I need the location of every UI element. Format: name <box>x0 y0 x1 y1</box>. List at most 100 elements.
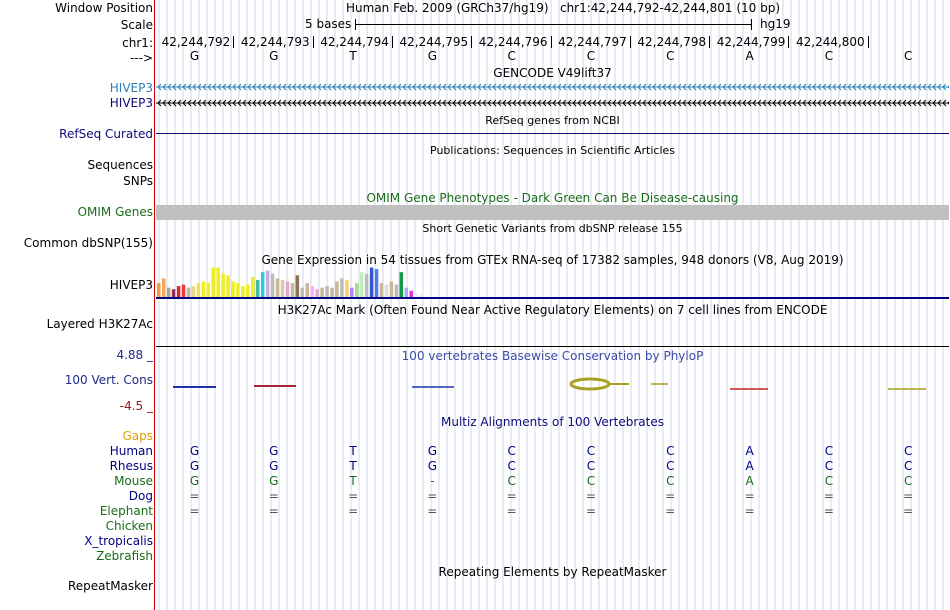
strand-chevron <box>447 99 452 107</box>
label-separator <box>154 0 155 610</box>
scale-bar-right-cap <box>751 19 752 30</box>
strand-chevron <box>267 99 272 107</box>
strand-chevron <box>672 99 677 107</box>
refseq-label[interactable]: RefSeq Curated <box>59 127 153 141</box>
strand-chevron <box>432 83 437 91</box>
strand-chevron <box>217 99 222 107</box>
refseq-hivep3-feature[interactable] <box>156 133 949 134</box>
gencode-hivep3-feature-1[interactable] <box>156 83 949 91</box>
species-label-human[interactable]: Human <box>109 444 153 458</box>
strand-chevron <box>517 83 522 91</box>
strand-chevron <box>917 99 922 107</box>
sequences-label[interactable]: Sequences <box>87 158 153 172</box>
conservation-label[interactable]: 100 Vert. Cons <box>64 373 153 387</box>
omim-label[interactable]: OMIM Genes <box>77 205 153 219</box>
gtex-label[interactable]: HIVEP3 <box>109 278 153 292</box>
strand-chevron <box>582 83 587 91</box>
gtex-tissue-bar <box>404 287 408 297</box>
base-letter: C <box>824 49 834 63</box>
alignment-base: = <box>665 489 676 503</box>
gtex-tissue-bar <box>389 281 394 297</box>
assembly-title: Human Feb. 2009 (GRCh37/hg19) chr1:42,24… <box>346 1 780 15</box>
strand-chevron <box>867 83 872 91</box>
strand-chevron <box>682 83 687 91</box>
coordinate-label: 42,244,793 <box>240 35 310 49</box>
strand-chevron <box>897 99 902 107</box>
strand-chevron <box>297 83 302 91</box>
species-label-x_tropicalis[interactable]: X_tropicalis <box>84 534 153 548</box>
gtex-tissue-bar <box>181 284 186 297</box>
strand-chevron <box>787 99 792 107</box>
species-label-chicken[interactable]: Chicken <box>105 519 153 533</box>
gtex-tissue-bar <box>399 272 404 297</box>
alignment-base: C <box>666 459 675 473</box>
strand-chevron <box>452 99 457 107</box>
dbsnp-label[interactable]: Common dbSNP(155) <box>23 236 153 250</box>
gencode-hivep3-label-2[interactable]: HIVEP3 <box>109 96 153 110</box>
gtex-tissue-bar <box>221 273 225 297</box>
strand-chevron <box>347 83 352 91</box>
strand-chevron <box>417 99 422 107</box>
alignment-base: C <box>666 474 675 488</box>
strand-chevron <box>667 99 672 107</box>
alignment-base: A <box>745 459 754 473</box>
gtex-expression-chart[interactable] <box>156 266 949 300</box>
alignment-base: = <box>903 489 914 503</box>
species-label-mouse[interactable]: Mouse <box>114 474 153 488</box>
strand-chevron <box>257 83 262 91</box>
strand-chevron <box>187 83 192 91</box>
base-letter: G <box>269 49 279 63</box>
strand-chevron <box>332 83 337 91</box>
species-label-elephant[interactable]: Elephant <box>99 504 153 518</box>
gtex-tissue-bar <box>369 267 374 297</box>
gtex-tissue-bar <box>364 273 369 297</box>
base-letter: G <box>427 49 438 63</box>
strand-chevron <box>737 99 742 107</box>
strand-chevron <box>342 83 347 91</box>
strand-chevron <box>292 83 297 91</box>
alignment-base: A <box>745 444 754 458</box>
species-label-rhesus[interactable]: Rhesus <box>109 459 153 473</box>
omim-feature-bar[interactable] <box>156 205 949 220</box>
strand-chevron <box>807 83 812 91</box>
strand-chevron <box>497 99 502 107</box>
species-label-zebrafish[interactable]: Zebrafish <box>96 549 153 563</box>
coordinate-tick <box>629 36 631 48</box>
coordinate-label: 42,244,797 <box>558 35 627 49</box>
conservation-plot[interactable] <box>156 372 949 396</box>
strand-chevron <box>532 99 537 107</box>
gencode-hivep3-label-1[interactable]: HIVEP3 <box>109 81 153 95</box>
strand-chevron <box>327 99 332 107</box>
strand-chevron <box>277 99 282 107</box>
coordinate-label: 42,244,800 <box>795 35 865 49</box>
gtex-tissue-bar <box>270 273 275 297</box>
strand-chevron <box>382 83 387 91</box>
strand-chevron <box>892 83 897 91</box>
strand-chevron <box>307 99 312 107</box>
h3k27ac-label[interactable]: Layered H3K27Ac <box>46 317 153 331</box>
strand-chevron <box>792 99 797 107</box>
gaps-label[interactable]: Gaps <box>122 429 153 443</box>
strand-chevron <box>817 99 822 107</box>
alignment-base: G <box>427 444 438 458</box>
strand-chevron <box>872 99 877 107</box>
strand-chevron <box>377 99 382 107</box>
coordinate-tick <box>550 36 552 48</box>
strand-chevron <box>227 83 232 91</box>
gencode-hivep3-feature-2[interactable] <box>156 99 949 107</box>
strand-chevron <box>392 83 397 91</box>
strand-chevron <box>797 83 802 91</box>
strand-chevron <box>912 83 917 91</box>
repeatmasker-title: Repeating Elements by RepeatMasker <box>438 565 667 579</box>
alignment-base: = <box>268 489 279 503</box>
species-label-dog[interactable]: Dog <box>128 489 153 503</box>
dbsnp-title: Short Genetic Variants from dbSNP releas… <box>422 222 683 235</box>
gtex-tissue-bar <box>300 287 305 297</box>
strand-chevron <box>252 83 257 91</box>
gtex-tissue-bar <box>359 272 364 297</box>
snps-label[interactable]: SNPs <box>123 174 153 188</box>
strand-chevron <box>187 99 192 107</box>
repeatmasker-label[interactable]: RepeatMasker <box>67 579 153 593</box>
strand-chevron <box>162 83 167 91</box>
strand-chevron <box>207 99 212 107</box>
